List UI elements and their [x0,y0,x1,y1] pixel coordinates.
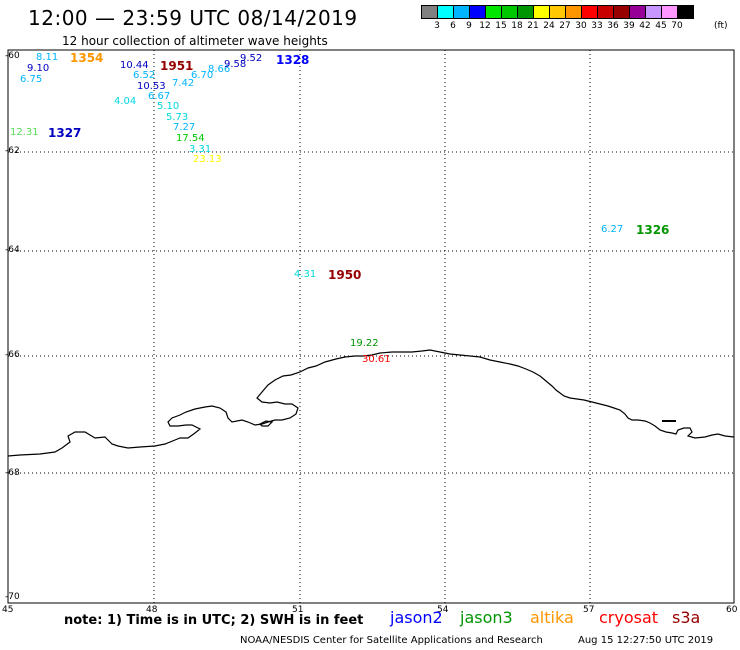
pass-time-label: 1327 [48,126,82,140]
wave-height-value: 9.58 [224,59,247,70]
footer-credit: NOAA/NESDIS Center for Satellite Applica… [240,635,543,646]
longitude-label: 54 [437,605,449,615]
color-scale-labels: 3 6 9 12 15 18 21 24 27 30 33 36 39 42 45 70 [421,21,740,33]
wave-height-value: 10.53 [137,81,166,92]
wave-height-value: 9.10 [27,63,50,74]
pass-time-label: 1354 [70,51,104,65]
wave-height-value: 6.70 [191,70,214,81]
longitude-label: 48 [146,605,158,615]
coastline-island [258,420,274,427]
longitude-label: 60 [726,605,738,615]
wave-height-value: 6.52 [133,70,156,81]
color-scale-tick: 9 [466,21,472,31]
legend-s3a: s3a [672,608,701,627]
wave-height-value: 6.75 [20,74,43,85]
pass-time-label: 1951 [160,59,194,73]
legend-altika: altika [530,608,574,627]
color-scale-tick: 3 [434,21,440,31]
color-scale-tick: 27 [559,21,571,31]
pass-time-label: 1950 [328,268,362,282]
legend-jason2: jason2 [390,608,443,627]
wave-height-value: 3.31 [189,144,212,155]
wave-height-value: 9.52 [240,53,263,64]
pass-time-label: 1328 [276,53,310,67]
legend-cryosat: cryosat [599,608,659,627]
wave-height-value: 7.27 [173,122,196,133]
wave-height-value: 23.13 [193,154,222,165]
longitude-label: 57 [583,605,595,615]
chart-subtitle: 12 hour collection of altimeter wave hei… [62,34,328,48]
color-scale-tick: 21 [527,21,539,31]
latitude-label: -60 [5,51,20,61]
color-scale-unit: (ft) [714,21,728,31]
footer-timestamp: Aug 15 12:27:50 UTC 2019 [578,635,714,646]
latitude-label: -64 [5,245,20,255]
graticule [8,50,734,603]
color-swatch-16 [677,5,694,19]
longitude-label: 51 [292,605,304,615]
legend-jason3: jason3 [460,608,513,627]
latitude-label: -62 [5,146,20,156]
wave-height-value: 8.11 [36,52,59,63]
color-scale-bar [421,5,694,19]
wave-height-value: 17.54 [176,133,205,144]
color-scale-tick: 18 [511,21,523,31]
plot-frame [7,49,735,604]
color-scale-tick: 45 [655,21,667,31]
latitude-label: -68 [5,468,20,478]
wave-height-value: 30.61 [362,354,391,365]
wave-height-value: 4.31 [294,269,317,280]
color-scale-tick: 42 [639,21,651,31]
chart-title: 12:00 — 23:59 UTC 08/14/2019 [28,6,358,30]
color-scale-tick: 70 [671,21,683,31]
color-scale-tick: 12 [479,21,491,31]
color-scale-tick: 33 [591,21,603,31]
wave-height-value: 10.44 [120,60,149,71]
coastline-antarctica [7,349,735,457]
wave-height-value: 8.66 [208,64,231,75]
wave-height-value: 5.10 [157,101,180,112]
note-text: note: 1) Time is in UTC; 2) SWH is in fe… [64,613,364,628]
color-scale-tick: 36 [607,21,619,31]
wave-height-value: 4.04 [114,96,137,107]
color-scale-tick: 30 [575,21,587,31]
wave-height-value: 12.31 [10,127,39,138]
latitude-label: -66 [5,350,20,360]
color-scale-tick: 24 [543,21,555,31]
wave-height-value: 7.42 [172,78,195,89]
wave-height-value: 6.67 [148,91,171,102]
latitude-label: -70 [5,592,20,602]
wave-height-value: 6.27 [601,224,624,235]
color-scale-tick: 6 [450,21,456,31]
longitude-label: 45 [2,605,14,615]
color-scale-tick: 39 [623,21,635,31]
color-scale-tick: 15 [495,21,507,31]
wave-height-value: 5.73 [166,112,189,123]
wave-height-value: 19.22 [350,338,379,349]
pass-time-label: 1326 [636,223,670,237]
